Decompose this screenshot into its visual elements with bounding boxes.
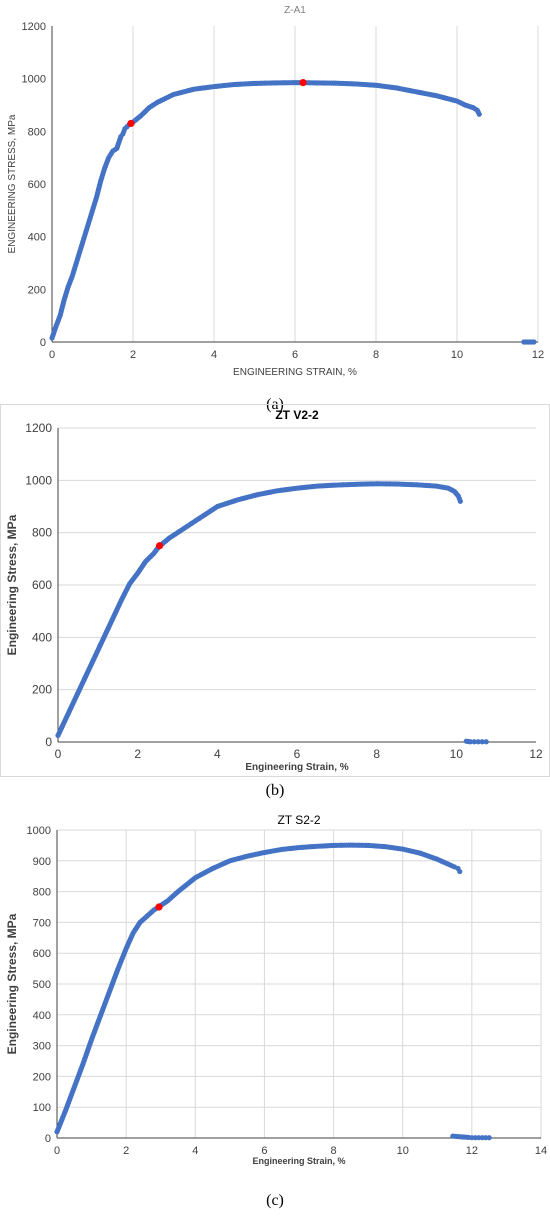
highlight-marker <box>155 542 164 550</box>
data-point <box>531 339 537 345</box>
y-tick-label: 200 <box>32 683 52 697</box>
chart-c-svg: 0 2 4 6 8 10 12 14 0 100 200 300 400 500 600 700 800 900 1… <box>5 813 547 1166</box>
x-tick-label: 14 <box>535 1145 547 1157</box>
x-axis-label: ENGINEERING STRAIN, % <box>233 367 357 378</box>
x-tick-label: 0 <box>49 349 55 361</box>
x-tick-label: 10 <box>397 1145 409 1157</box>
panel-label-b: (b) <box>265 782 285 799</box>
y-tick-label: 600 <box>32 578 52 592</box>
y-tick-label: 400 <box>28 232 46 244</box>
x-tick-label: 12 <box>529 747 543 761</box>
chart-panel-b: 0 2 4 6 8 10 12 0 200 400 600 800 1000 1200 ZT V2-2 Eng… <box>0 404 550 799</box>
highlight-marker <box>127 119 135 128</box>
y-axis-label: ENGINEERING STRESS, MPa <box>7 114 18 253</box>
data-point <box>457 868 463 875</box>
y-axis-label: Engineering Stress, MPa <box>5 913 19 1054</box>
y-tick-label: 500 <box>33 979 51 991</box>
chart-title: ZT S2-2 <box>277 813 320 827</box>
y-tick-label: 800 <box>33 887 51 899</box>
series-0 <box>55 481 463 739</box>
series-1 <box>450 1133 492 1141</box>
chart-panel-c: 0 2 4 6 8 10 12 14 0 100 200 300 400 500 600 700 800 900 1… <box>0 808 550 1214</box>
chart-b-svg: 0 2 4 6 8 10 12 0 200 400 600 800 1000 1200 ZT V2-2 Eng… <box>0 404 550 777</box>
series-0 <box>49 80 482 341</box>
chart-a-svg: 0 2 4 6 8 10 12 0 200 400 600 800 1000 1200 Z-A1 ENGINE… <box>7 5 544 378</box>
chart-title: ZT V2-2 <box>275 408 319 422</box>
x-tick-label: 2 <box>123 1145 129 1157</box>
y-tick-label: 0 <box>45 735 52 749</box>
x-tick-label: 12 <box>532 349 544 361</box>
chart-title: Z-A1 <box>284 5 306 16</box>
y-tick-label: 600 <box>28 179 46 191</box>
x-tick-label: 12 <box>466 1145 478 1157</box>
y-tick-label: 200 <box>33 1071 51 1083</box>
y-tick-label: 400 <box>32 630 52 644</box>
y-tick-label: 300 <box>33 1041 51 1053</box>
data-point <box>471 739 477 745</box>
x-tick-label: 4 <box>211 349 217 361</box>
y-tick-label: 0 <box>40 337 46 349</box>
y-tick-label: 400 <box>33 1010 51 1022</box>
y-tick-label: 0 <box>45 1133 51 1145</box>
y-tick-label: 900 <box>33 856 51 868</box>
data-point <box>483 739 489 745</box>
series-1 <box>463 738 489 745</box>
y-tick-label: 1200 <box>22 21 46 33</box>
data-point <box>457 498 463 504</box>
x-tick-label: 8 <box>331 1145 337 1157</box>
y-axis-label: Engineering Stress, MPa <box>5 514 19 655</box>
data-point <box>479 739 485 745</box>
data-point <box>475 739 481 745</box>
y-tick-label: 600 <box>33 948 51 960</box>
x-tick-label: 6 <box>292 349 298 361</box>
series-0 <box>54 842 463 1135</box>
panel-label-c: (c) <box>266 1192 284 1209</box>
y-tick-label: 1000 <box>27 825 51 837</box>
x-tick-label: 4 <box>214 747 221 761</box>
x-tick-label: 6 <box>294 747 301 761</box>
y-tick-label: 1000 <box>25 473 52 487</box>
data-point <box>476 111 482 117</box>
y-tick-label: 1000 <box>22 74 46 86</box>
x-tick-label: 10 <box>450 747 464 761</box>
y-tick-label: 800 <box>32 526 52 540</box>
y-tick-label: 800 <box>28 126 46 138</box>
x-tick-label: 6 <box>261 1145 267 1157</box>
x-tick-label: 2 <box>130 349 136 361</box>
x-tick-label: 4 <box>192 1145 198 1157</box>
highlight-marker <box>299 79 307 87</box>
y-tick-label: 100 <box>33 1102 51 1114</box>
x-axis-label: Engineering Strain, % <box>252 1156 345 1166</box>
x-tick-label: 0 <box>54 1145 60 1157</box>
data-point <box>486 1135 492 1141</box>
chart-panel-a: 0 2 4 6 8 10 12 0 200 400 600 800 1000 1200 Z-A1 ENGINE… <box>0 0 550 413</box>
y-tick-label: 700 <box>33 917 51 929</box>
x-tick-label: 8 <box>373 349 379 361</box>
data-point <box>467 739 473 745</box>
x-tick-label: 10 <box>451 349 463 361</box>
y-tick-label: 1200 <box>25 421 52 435</box>
x-tick-label: 2 <box>134 747 141 761</box>
series-1 <box>521 339 537 345</box>
x-tick-label: 0 <box>55 747 62 761</box>
x-tick-label: 8 <box>373 747 380 761</box>
x-axis-label: Engineering Strain, % <box>245 762 348 773</box>
chart-frame <box>0 404 550 777</box>
highlight-marker <box>155 903 163 911</box>
y-tick-label: 200 <box>28 284 46 296</box>
